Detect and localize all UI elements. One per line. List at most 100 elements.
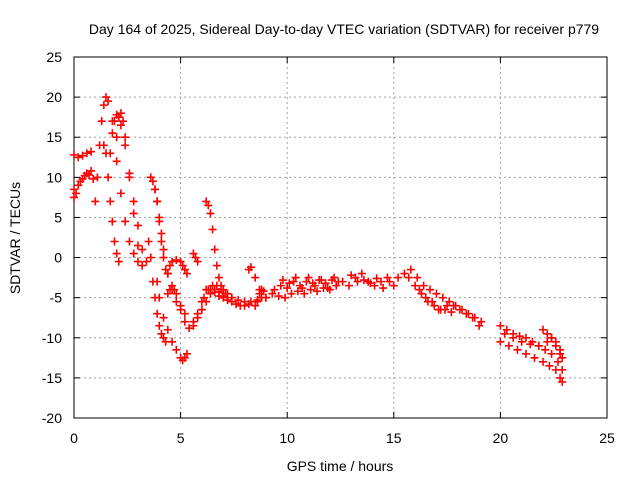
data-point (517, 337, 526, 346)
data-point (219, 285, 228, 294)
data-point (168, 337, 177, 346)
series-track-k (153, 277, 191, 365)
y-tick-label: 0 (54, 250, 62, 266)
data-point (99, 141, 108, 150)
data-point (144, 237, 153, 246)
series-track-x (347, 271, 394, 293)
data-point (180, 353, 189, 362)
data-point (432, 289, 441, 298)
data-point (300, 289, 309, 298)
data-point (138, 261, 147, 270)
data-point (206, 209, 215, 218)
data-point (114, 257, 123, 266)
data-point (468, 313, 477, 322)
data-point (163, 269, 172, 278)
data-point (197, 305, 206, 314)
data-point (539, 325, 548, 334)
series-track-j (151, 185, 191, 278)
data-point (153, 277, 162, 286)
data-point (534, 341, 543, 350)
data-point (261, 293, 270, 302)
data-point (447, 308, 456, 317)
data-point (168, 257, 177, 266)
data-point (551, 341, 560, 350)
data-point (332, 281, 341, 290)
data-point (70, 150, 78, 159)
data-point (496, 321, 505, 330)
data-point (163, 289, 172, 298)
y-axis-label: SDTVAR / TECUs (7, 182, 23, 294)
data-point (193, 309, 202, 318)
data-point (321, 279, 330, 288)
data-point (500, 329, 509, 338)
data-point (558, 377, 567, 386)
data-point (217, 281, 226, 290)
data-point (182, 349, 191, 358)
data-point (93, 173, 102, 182)
x-tick-label: 5 (177, 430, 185, 446)
data-point (283, 284, 292, 293)
data-point (172, 345, 181, 354)
y-tick-label: -10 (42, 330, 62, 346)
data-point (475, 321, 484, 330)
data-point (119, 117, 128, 126)
data-point (553, 357, 562, 366)
data-point (155, 321, 164, 330)
data-point (400, 269, 409, 278)
data-point (357, 269, 366, 278)
data-point (106, 197, 115, 206)
series-track-f (99, 141, 123, 266)
data-point (419, 281, 428, 290)
data-point (180, 265, 189, 274)
data-point (125, 173, 134, 182)
data-point (74, 153, 83, 162)
data-point (84, 170, 93, 179)
data-point (157, 229, 166, 238)
chart-title: Day 164 of 2025, Sidereal Day-to-day VTE… (89, 21, 599, 37)
data-point (317, 276, 326, 285)
data-point (114, 113, 123, 122)
data-point (200, 293, 209, 302)
data-point (112, 133, 121, 142)
data-point (116, 121, 125, 130)
series-track-ab (496, 321, 567, 374)
data-point (227, 293, 236, 302)
data-point (72, 189, 81, 198)
y-tick-label: 20 (46, 89, 62, 105)
data-point (148, 177, 157, 186)
data-point (212, 261, 221, 270)
data-point (176, 305, 185, 314)
data-points (70, 93, 567, 386)
data-point (112, 249, 121, 258)
data-point (411, 281, 420, 290)
data-point (330, 273, 339, 282)
data-point (116, 109, 125, 118)
data-point (477, 317, 486, 326)
data-point (142, 257, 151, 266)
data-point (270, 285, 279, 294)
data-point (204, 285, 213, 294)
data-point (91, 197, 100, 206)
data-point (121, 133, 130, 142)
data-point (172, 255, 181, 264)
grid (74, 57, 607, 418)
data-point (551, 365, 560, 374)
data-point (421, 293, 430, 302)
data-point (163, 325, 172, 334)
data-point (129, 209, 138, 218)
data-point (232, 300, 241, 309)
data-point (496, 337, 505, 346)
data-point (82, 149, 91, 158)
data-point (110, 117, 119, 126)
data-point (210, 245, 219, 254)
data-point (253, 297, 262, 306)
series-track-ac (496, 337, 567, 386)
data-point (193, 257, 202, 266)
series-track-e (106, 110, 151, 266)
data-point (513, 345, 522, 354)
data-point (521, 333, 530, 342)
data-point (146, 173, 155, 182)
data-point (504, 341, 513, 350)
data-point (338, 277, 347, 286)
